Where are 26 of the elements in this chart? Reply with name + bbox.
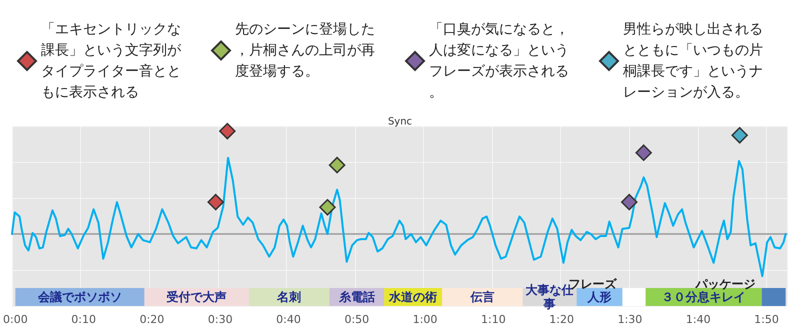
series-label: 名刺 [276, 290, 302, 304]
x-tick-label: 1:10 [481, 313, 506, 326]
x-tick-label: 0:20 [140, 313, 164, 326]
series-label: 伝言 [469, 290, 494, 304]
x-tick-label: 1:50 [754, 313, 779, 326]
series-label: 糸電話 [338, 290, 375, 304]
x-tick-label: 1:40 [686, 313, 711, 326]
series-label: パッケージ [694, 277, 756, 291]
x-tick-label: 0:00 [3, 313, 28, 326]
legend-label: 「エキセントリックな課長」という文字列がタイプライター音とともに表示される [41, 22, 182, 100]
legend-label: 先のシーンに登場した，片桐さんの上司が再度登場する。 [235, 22, 375, 80]
legend-label: 男性らが映し出されるとともに「いつもの片桐課長です」というナレーションが入る。 [622, 22, 763, 100]
series-label: 会議でボソボソ [36, 290, 122, 304]
chart-title: Sync [388, 116, 412, 128]
x-tick-label: 0:10 [71, 313, 96, 326]
series-label: 受付で大声 [166, 290, 227, 304]
x-tick-label: 1:00 [412, 313, 438, 326]
x-tick-label: 1:20 [549, 313, 574, 326]
series-label: 人形 [586, 290, 612, 304]
series-label: 水道の術 [388, 290, 438, 304]
x-tick-label: 0:30 [208, 313, 233, 326]
x-tick-label: 1:30 [618, 313, 642, 326]
series-label: ３０分息キレイ [662, 290, 746, 304]
x-tick-label: 0:40 [276, 313, 301, 326]
legend-label: 「口臭が気になると，人は変になる」というフレーズが表示される。 [429, 22, 569, 100]
x-tick-label: 0:50 [344, 313, 370, 326]
